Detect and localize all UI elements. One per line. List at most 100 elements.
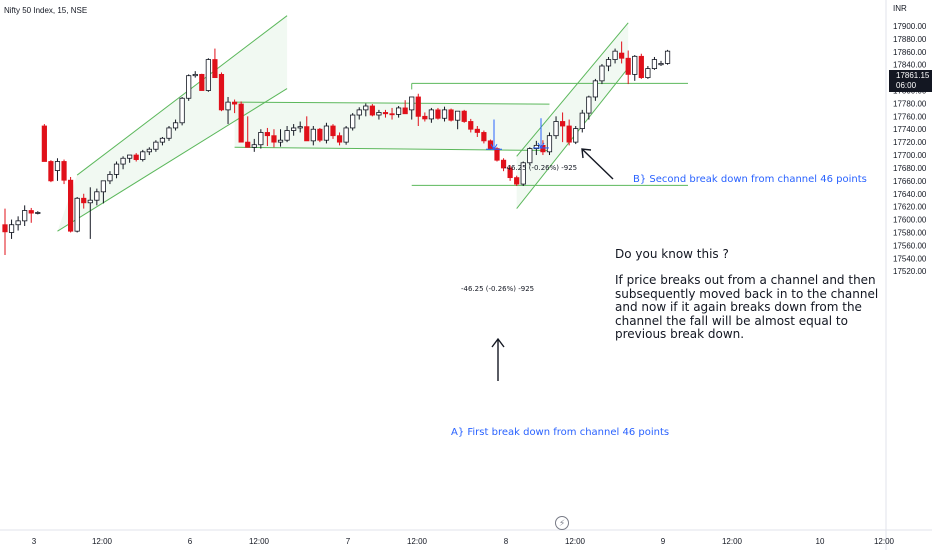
y-tick-label: 17780.00 — [893, 99, 927, 108]
candle-body — [140, 151, 146, 160]
candle-body — [2, 224, 8, 233]
candle-body — [428, 109, 435, 120]
candle-body — [41, 125, 47, 162]
candle-body — [15, 220, 21, 226]
y-tick-label: 17700.00 — [893, 151, 927, 160]
candle-body — [336, 135, 343, 143]
candle-body — [455, 110, 461, 121]
candle-body — [527, 148, 533, 164]
candle-body — [218, 73, 225, 111]
lightning-icon[interactable]: ⚡ — [555, 516, 569, 530]
candle-body — [258, 132, 264, 146]
first-break-annotation[interactable]: A} First break down from channel 46 poin… — [451, 427, 670, 438]
x-tick-label: 8 — [504, 537, 509, 546]
candle-body — [474, 128, 480, 133]
candle-body — [533, 144, 539, 149]
candle-body — [382, 112, 389, 115]
candle-body — [645, 68, 651, 79]
candle-body — [172, 122, 179, 129]
y-tick-label: 17600.00 — [893, 216, 927, 225]
explanation-note[interactable]: Do you know this ? If price breaks out f… — [615, 247, 880, 342]
candle-body — [54, 161, 61, 171]
channel-line — [516, 22, 629, 157]
candle-body — [127, 154, 133, 159]
candle-body — [61, 161, 67, 181]
candle-body — [507, 167, 513, 179]
candle-body — [113, 163, 120, 175]
y-tick-label: 17840.00 — [893, 61, 927, 70]
y-tick-label: 17760.00 — [893, 112, 927, 121]
channel-line — [57, 88, 288, 232]
candle-body — [461, 110, 467, 122]
candle-body — [225, 101, 231, 111]
candle-body — [415, 96, 421, 117]
candle-body — [553, 121, 559, 137]
candle-body — [120, 157, 126, 165]
note-question: Do you know this ? — [615, 247, 729, 261]
candle-body — [245, 141, 251, 148]
candle-body — [514, 177, 520, 185]
measure-arrowhead — [537, 142, 545, 149]
candle-body — [422, 115, 428, 120]
y-tick-label: 17660.00 — [893, 177, 927, 186]
y-tick-label: 17720.00 — [893, 138, 927, 147]
candle-body — [579, 112, 585, 129]
y-tick-label: 17520.00 — [893, 267, 927, 276]
y-tick-label: 17620.00 — [893, 203, 927, 212]
candle-body — [179, 97, 185, 124]
candle-body — [350, 114, 356, 129]
last-price-badge: 17861.15 06:00 — [889, 70, 932, 92]
channel-line — [76, 15, 288, 176]
arrow-diag-shaft — [581, 148, 614, 180]
candle-body — [632, 55, 638, 75]
candle-body — [310, 128, 316, 142]
candle-body — [251, 144, 257, 148]
candle-body — [599, 65, 605, 82]
candle-body — [468, 121, 474, 130]
candle-body — [107, 173, 113, 182]
note-line: previous break down. — [615, 327, 745, 342]
measure-arrowhead — [490, 143, 498, 151]
candle-body — [291, 127, 297, 131]
x-tick-label: 7 — [346, 537, 351, 546]
candle-body — [277, 139, 284, 143]
candle-body — [133, 154, 139, 160]
candle-body — [638, 55, 644, 79]
candle-body — [87, 199, 93, 204]
candle-body — [205, 59, 211, 91]
candle-body — [363, 105, 369, 111]
candle-body — [441, 109, 448, 119]
y-tick-label: 17540.00 — [893, 254, 927, 263]
candle-body — [153, 141, 159, 150]
candle-body — [238, 103, 244, 143]
currency-label: INR — [893, 4, 907, 13]
candle-body — [376, 112, 382, 116]
candle-body — [22, 210, 28, 222]
candle-body — [94, 191, 100, 201]
x-tick-label: 12:00 — [92, 537, 113, 546]
candle-body — [186, 75, 192, 99]
candle-body — [605, 59, 612, 67]
arrows — [491, 148, 614, 381]
candle-body — [389, 113, 395, 116]
candle-body — [494, 148, 500, 161]
arrow-diag-head — [581, 148, 592, 159]
candle-body — [284, 130, 290, 141]
candle-body — [192, 73, 198, 77]
candle-body — [619, 52, 625, 59]
candle-body — [369, 105, 375, 116]
x-tick-label: 12:00 — [722, 537, 743, 546]
second-break-annotation[interactable]: B} Second break down from channel 46 poi… — [633, 174, 867, 185]
candle-body — [199, 73, 205, 91]
y-tick-label: 17580.00 — [893, 228, 927, 237]
candle-body — [612, 50, 618, 60]
channel-fill — [57, 15, 288, 232]
candle-body — [166, 127, 172, 139]
candle-body — [395, 107, 402, 115]
candle-body — [231, 101, 238, 105]
candle-body — [487, 140, 494, 149]
x-tick-label: 3 — [32, 537, 37, 546]
channel-lines — [57, 15, 688, 232]
x-tick-label: 9 — [661, 537, 666, 546]
